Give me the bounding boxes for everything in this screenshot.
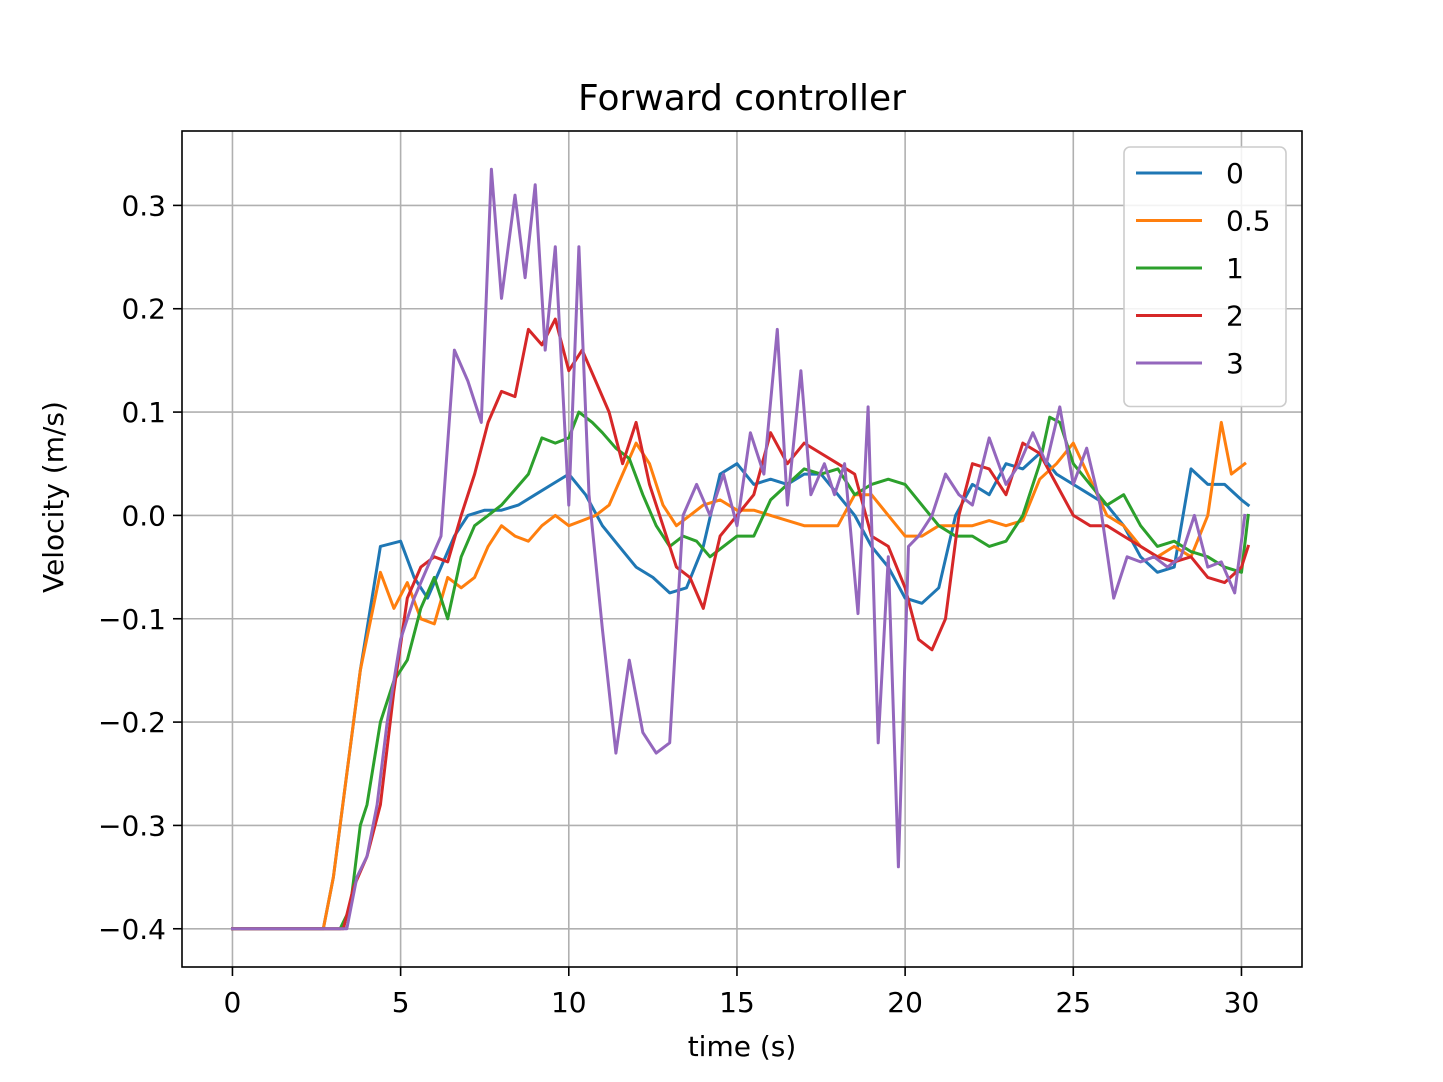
x-tick-label: 30 — [1224, 986, 1260, 1019]
x-tick-label: 0 — [224, 986, 242, 1019]
y-axis-ticks: 0.3 0.2 0.1 0.0 −0.1 −0.2 −0.3 −0.4 — [98, 189, 182, 946]
legend-box — [1123, 146, 1287, 408]
series-line-3 — [231, 317, 1251, 931]
legend-label: 0 — [1226, 157, 1244, 190]
y-tick-label: 0.1 — [121, 396, 166, 429]
chart-title: Forward controller — [578, 78, 906, 119]
y-tick-label: −0.1 — [98, 603, 166, 636]
series-line-4 — [231, 167, 1247, 931]
y-tick-label: −0.2 — [98, 706, 166, 739]
legend-label: 1 — [1226, 252, 1244, 285]
legend-label: 0.5 — [1226, 205, 1271, 238]
x-tick-label: 5 — [392, 986, 410, 1019]
y-tick-label: −0.4 — [98, 913, 166, 946]
series-line-0 — [231, 451, 1251, 931]
y-tick-label: −0.3 — [98, 809, 166, 842]
y-axis-label: Velocity (m/s) — [37, 401, 70, 593]
series-group — [231, 167, 1251, 931]
y-tick-label: 0.2 — [121, 293, 166, 326]
x-tick-label: 15 — [719, 986, 755, 1019]
legend-label: 3 — [1226, 347, 1244, 380]
x-tick-label: 25 — [1055, 986, 1091, 1019]
plot-frame — [181, 130, 1303, 968]
x-tick-label: 10 — [551, 986, 587, 1019]
series-line-1 — [231, 420, 1247, 931]
x-tick-label: 20 — [887, 986, 923, 1019]
y-tick-label: 0.0 — [121, 499, 166, 532]
legend: 0 0.5 1 2 3 — [1123, 146, 1287, 408]
x-axis-label: time (s) — [688, 1030, 797, 1063]
x-axis-ticks: 0 5 10 15 20 25 30 — [224, 967, 1260, 1019]
y-tick-label: 0.3 — [121, 189, 166, 222]
legend-label: 2 — [1226, 300, 1244, 333]
